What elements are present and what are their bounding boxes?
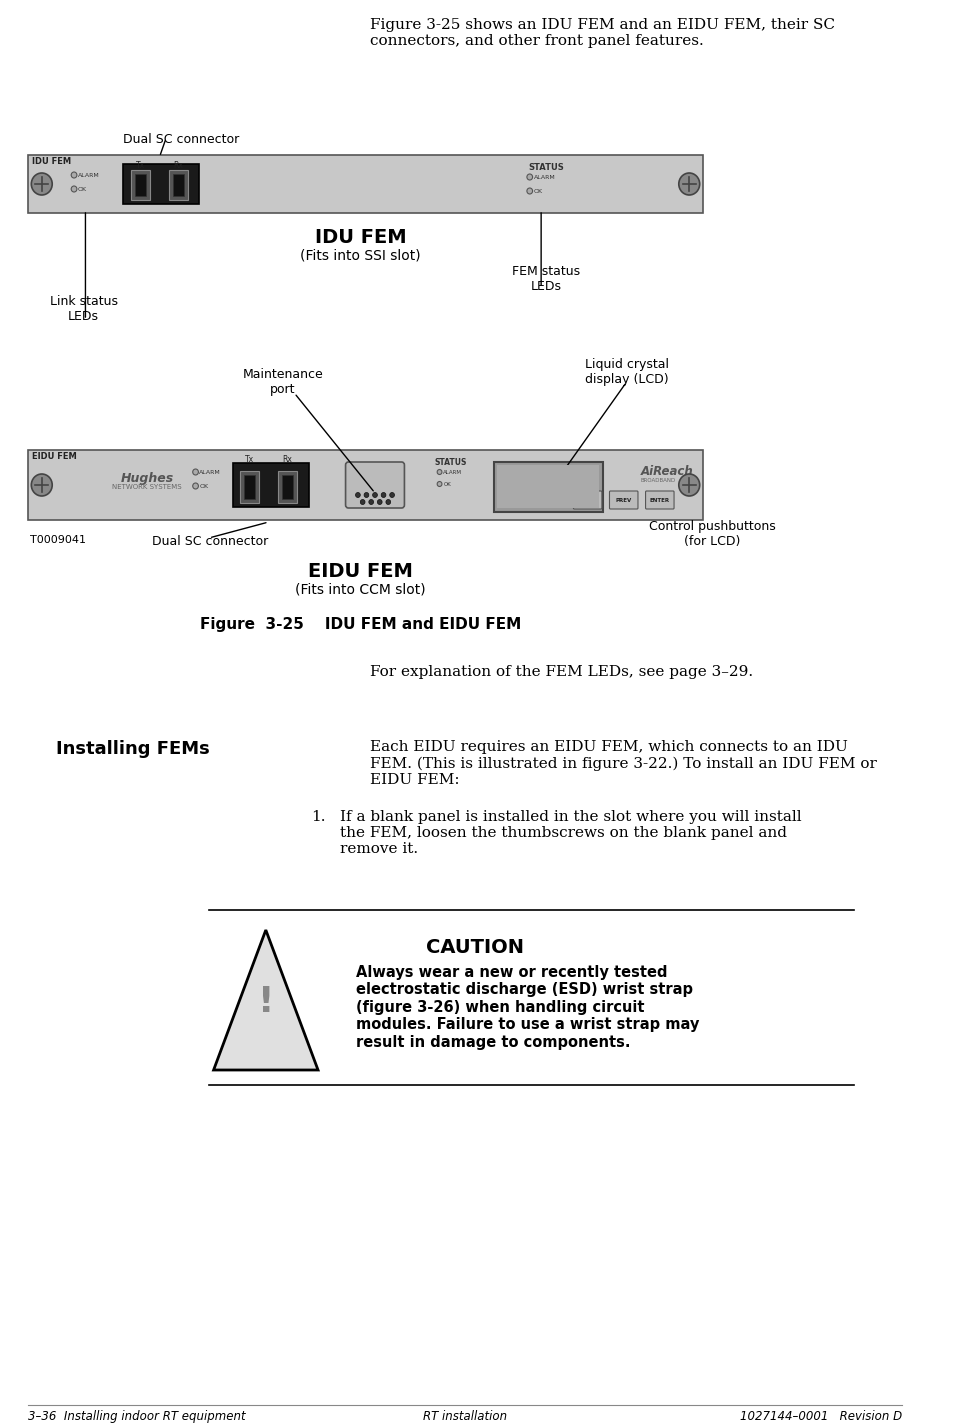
- Text: Rx: Rx: [173, 161, 183, 170]
- Text: 1.: 1.: [312, 810, 326, 824]
- Text: If a blank panel is installed in the slot where you will install
the FEM, loosen: If a blank panel is installed in the slo…: [340, 810, 802, 857]
- Text: EIDU FEM: EIDU FEM: [32, 453, 77, 461]
- FancyBboxPatch shape: [123, 164, 199, 204]
- FancyBboxPatch shape: [135, 174, 146, 196]
- FancyBboxPatch shape: [573, 491, 602, 508]
- Text: OK: OK: [199, 484, 209, 488]
- Text: For explanation of the FEM LEDs, see page 3–29.: For explanation of the FEM LEDs, see pag…: [370, 665, 754, 678]
- FancyBboxPatch shape: [172, 174, 184, 196]
- Text: Always wear a new or recently tested
electrostatic discharge (ESD) wrist strap
(: Always wear a new or recently tested ele…: [356, 965, 700, 1050]
- Text: ENTER: ENTER: [650, 497, 670, 503]
- Text: (Fits into SSI slot): (Fits into SSI slot): [301, 248, 421, 261]
- FancyBboxPatch shape: [131, 170, 150, 200]
- Circle shape: [193, 468, 198, 476]
- Circle shape: [72, 186, 76, 191]
- Text: PREV: PREV: [615, 497, 632, 503]
- Circle shape: [527, 174, 532, 180]
- Text: !: !: [258, 985, 274, 1020]
- Circle shape: [377, 500, 382, 504]
- Text: AiReach: AiReach: [641, 466, 694, 478]
- Text: Tx: Tx: [136, 161, 145, 170]
- Circle shape: [390, 493, 395, 497]
- Text: STATUS: STATUS: [528, 163, 564, 171]
- Circle shape: [386, 500, 391, 504]
- FancyBboxPatch shape: [494, 463, 603, 513]
- Circle shape: [679, 474, 700, 496]
- Text: EIDU FEM: EIDU FEM: [309, 563, 414, 581]
- Text: RT installation: RT installation: [423, 1409, 508, 1422]
- Polygon shape: [214, 930, 318, 1070]
- Circle shape: [372, 493, 377, 497]
- Text: Each EIDU requires an EIDU FEM, which connects to an IDU
FEM. (This is illustrat: Each EIDU requires an EIDU FEM, which co…: [370, 740, 877, 787]
- FancyBboxPatch shape: [232, 463, 309, 507]
- Text: NEXT: NEXT: [579, 497, 596, 503]
- Circle shape: [368, 500, 373, 504]
- Text: Link status
LEDs: Link status LEDs: [50, 296, 118, 323]
- Text: Rx: Rx: [282, 456, 293, 464]
- Text: 3–36  Installing indoor RT equipment: 3–36 Installing indoor RT equipment: [28, 1409, 246, 1422]
- FancyBboxPatch shape: [169, 170, 188, 200]
- Text: ALARM: ALARM: [533, 174, 556, 180]
- Text: Installing FEMs: Installing FEMs: [56, 740, 210, 758]
- Circle shape: [31, 474, 52, 496]
- Text: ALARM: ALARM: [199, 470, 221, 474]
- Text: IDU FEM: IDU FEM: [315, 228, 407, 247]
- FancyBboxPatch shape: [346, 463, 405, 508]
- Circle shape: [31, 173, 52, 196]
- Circle shape: [72, 171, 76, 178]
- Circle shape: [193, 483, 198, 488]
- FancyBboxPatch shape: [498, 466, 599, 508]
- FancyBboxPatch shape: [278, 471, 297, 503]
- Text: T0009041: T0009041: [30, 536, 86, 545]
- Circle shape: [437, 481, 442, 487]
- Text: Control pushbuttons
(for LCD): Control pushbuttons (for LCD): [649, 520, 775, 548]
- Circle shape: [361, 500, 365, 504]
- Circle shape: [365, 493, 368, 497]
- Text: ALARM: ALARM: [443, 470, 463, 474]
- Text: Hughes: Hughes: [121, 473, 173, 486]
- Text: Tx: Tx: [245, 456, 254, 464]
- FancyBboxPatch shape: [646, 491, 674, 508]
- Text: Maintenance
port: Maintenance port: [242, 368, 323, 396]
- Circle shape: [437, 470, 442, 474]
- Circle shape: [381, 493, 386, 497]
- FancyBboxPatch shape: [28, 156, 703, 213]
- Text: NETWORK SYSTEMS: NETWORK SYSTEMS: [113, 484, 182, 490]
- Text: Dual SC connector: Dual SC connector: [123, 133, 240, 146]
- Text: (Fits into CCM slot): (Fits into CCM slot): [295, 583, 426, 595]
- Text: Dual SC connector: Dual SC connector: [152, 536, 269, 548]
- Text: BROADBAND: BROADBAND: [641, 478, 676, 483]
- Text: FEM status
LEDs: FEM status LEDs: [512, 266, 580, 293]
- Text: OK: OK: [77, 187, 87, 191]
- Text: CAUTION: CAUTION: [425, 938, 523, 957]
- FancyBboxPatch shape: [244, 476, 256, 498]
- Text: Liquid crystal
display (LCD): Liquid crystal display (LCD): [585, 358, 668, 386]
- Text: STATUS: STATUS: [435, 458, 467, 467]
- Text: IDU FEM: IDU FEM: [32, 157, 72, 166]
- Text: OK: OK: [443, 481, 451, 487]
- Circle shape: [679, 173, 700, 196]
- FancyBboxPatch shape: [240, 471, 259, 503]
- FancyBboxPatch shape: [28, 450, 703, 520]
- Text: Figure  3-25    IDU FEM and EIDU FEM: Figure 3-25 IDU FEM and EIDU FEM: [200, 617, 521, 633]
- Text: ALARM: ALARM: [77, 173, 100, 177]
- Text: Figure 3-25 shows an IDU FEM and an EIDU FEM, their SC
connectors, and other fro: Figure 3-25 shows an IDU FEM and an EIDU…: [370, 19, 835, 49]
- Text: OK: OK: [533, 188, 543, 194]
- Text: 1027144–0001   Revision D: 1027144–0001 Revision D: [740, 1409, 902, 1422]
- FancyBboxPatch shape: [282, 476, 293, 498]
- Circle shape: [356, 493, 361, 497]
- Circle shape: [527, 188, 532, 194]
- FancyBboxPatch shape: [610, 491, 638, 508]
